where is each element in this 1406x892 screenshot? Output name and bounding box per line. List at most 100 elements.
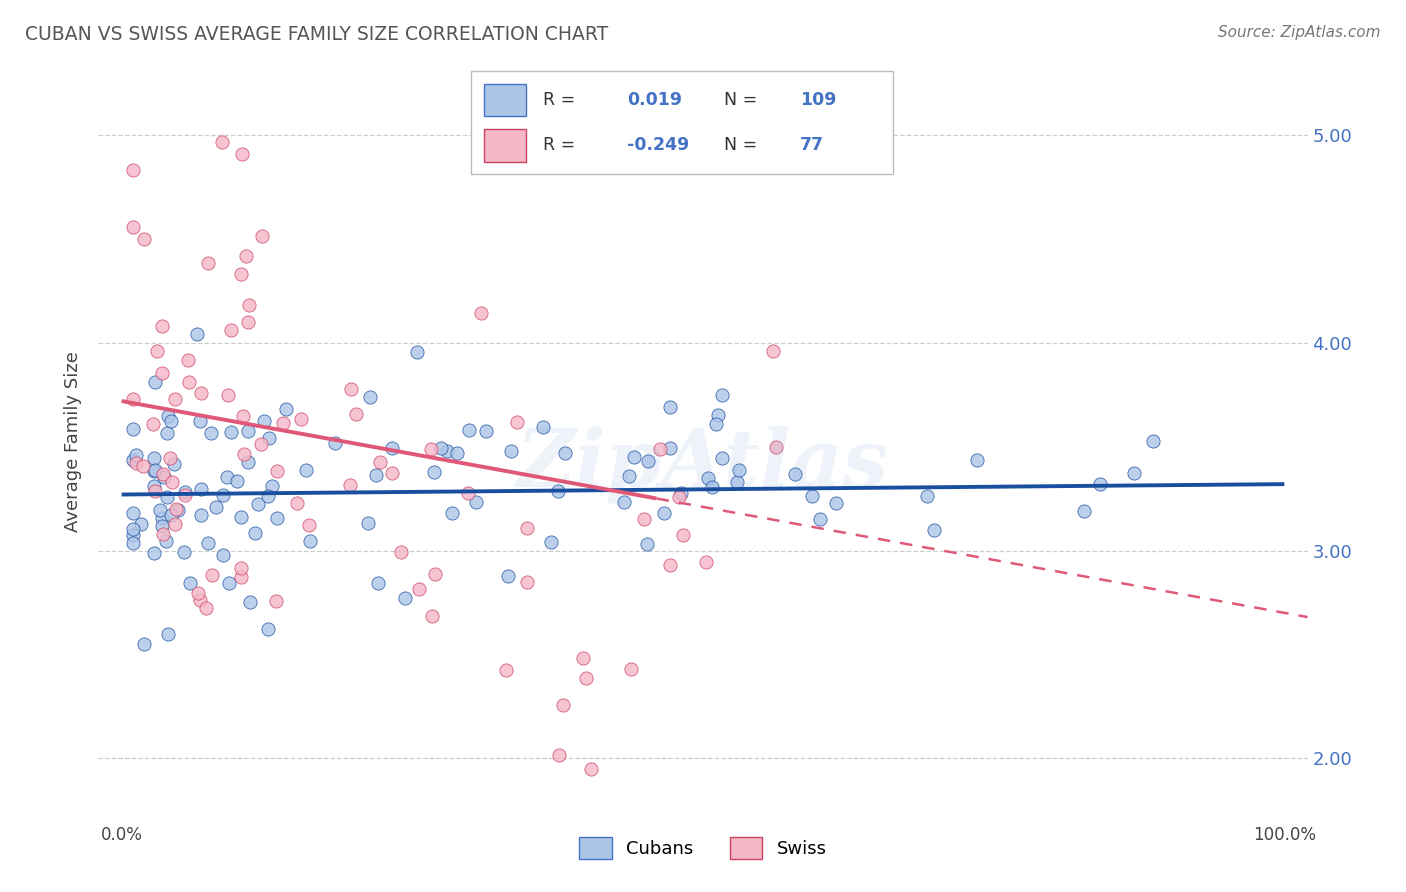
Point [554, 446, 576, 460]
Point [785, 467, 807, 481]
Point [516, 575, 538, 590]
Point [211, 548, 233, 562]
Point [285, 496, 308, 510]
Point [142, 464, 165, 478]
Point [344, 408, 367, 422]
Point [163, 392, 186, 406]
Point [150, 318, 173, 333]
Point [800, 489, 823, 503]
Point [122, 535, 145, 549]
Point [253, 414, 276, 428]
Point [122, 392, 145, 406]
Point [810, 512, 832, 526]
Point [155, 534, 177, 549]
Point [229, 267, 252, 281]
Point [159, 450, 181, 465]
Point [143, 463, 166, 477]
Point [219, 323, 242, 337]
Point [340, 382, 363, 396]
Point [163, 457, 186, 471]
Point [262, 479, 284, 493]
Point [146, 343, 169, 358]
Point [142, 546, 165, 560]
Point [194, 601, 217, 615]
Text: CUBAN VS SWISS AVERAGE FAMILY SIZE CORRELATION CHART: CUBAN VS SWISS AVERAGE FAMILY SIZE CORRE… [25, 25, 609, 44]
Point [553, 698, 575, 713]
Point [217, 388, 239, 402]
Point [177, 375, 200, 389]
Point [236, 455, 259, 469]
Point [540, 534, 562, 549]
Point [695, 555, 717, 569]
FancyBboxPatch shape [484, 84, 526, 117]
Point [257, 489, 280, 503]
Point [125, 448, 148, 462]
Point [122, 528, 145, 542]
Point [457, 423, 479, 437]
Point [366, 468, 388, 483]
Point [725, 475, 748, 489]
Point [187, 586, 209, 600]
Point [389, 544, 412, 558]
Point [924, 523, 946, 537]
Point [173, 484, 195, 499]
Point [197, 536, 219, 550]
Point [266, 464, 288, 478]
Point [633, 512, 655, 526]
Point [142, 450, 165, 465]
Point [381, 441, 404, 455]
Point [211, 135, 233, 149]
Point [152, 526, 174, 541]
Point [238, 424, 260, 438]
Point [613, 495, 636, 509]
Point [122, 162, 145, 177]
Point [201, 568, 224, 582]
Point [163, 517, 186, 532]
Point [1122, 467, 1144, 481]
Point [143, 375, 166, 389]
Point [672, 527, 695, 541]
Point [339, 477, 361, 491]
Point [149, 503, 172, 517]
Point [710, 388, 733, 402]
Text: ZipAtlas: ZipAtlas [517, 425, 889, 503]
Point [652, 506, 675, 520]
Text: Source: ZipAtlas.com: Source: ZipAtlas.com [1218, 25, 1381, 40]
Point [165, 502, 187, 516]
Point [669, 485, 692, 500]
Point [762, 343, 785, 358]
Point [225, 475, 247, 489]
Point [197, 256, 219, 270]
Point [156, 627, 179, 641]
Point [637, 454, 659, 468]
Point [157, 409, 180, 423]
Point [273, 416, 295, 430]
Text: 109: 109 [800, 91, 837, 109]
Point [495, 663, 517, 677]
Point [188, 414, 211, 428]
Point [257, 431, 280, 445]
Point [150, 519, 173, 533]
Point [173, 487, 195, 501]
Point [122, 219, 145, 234]
Point [623, 450, 645, 465]
Point [700, 480, 723, 494]
Point [229, 509, 252, 524]
Point [697, 470, 720, 484]
Point [153, 469, 176, 483]
Point [436, 443, 458, 458]
Point [547, 747, 569, 762]
Point [381, 466, 404, 480]
Text: 77: 77 [800, 136, 824, 154]
Point [394, 591, 416, 605]
Point [200, 426, 222, 441]
Point [266, 510, 288, 524]
Point [619, 469, 641, 483]
Point [218, 576, 240, 591]
Point [446, 446, 468, 460]
Point [499, 444, 522, 458]
Point [274, 402, 297, 417]
Point [420, 609, 443, 624]
Point [177, 352, 200, 367]
Text: R =: R = [543, 91, 575, 109]
